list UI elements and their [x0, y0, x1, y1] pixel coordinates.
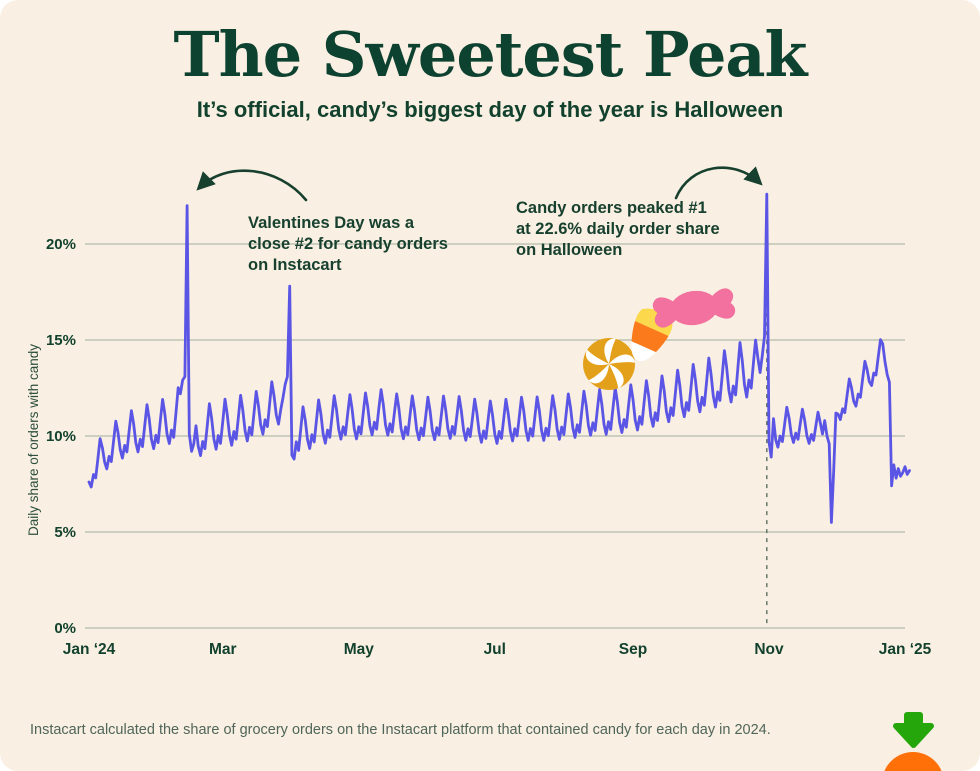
valentines-arrow-icon [196, 169, 308, 202]
page-subtitle: It’s official, candy’s biggest day of th… [196, 97, 784, 123]
x-tick-label: Jan ‘25 [879, 641, 932, 658]
page-title: The Sweetest Peak [173, 18, 807, 91]
lollipop-icon [583, 338, 636, 390]
x-tick-label: Jul [484, 641, 506, 658]
x-tick-label: Sep [619, 641, 647, 658]
y-tick-label: 10% [46, 428, 76, 445]
x-axis-tick-labels: Jan ‘24 Mar May Jul Sep Nov Jan ‘25 [63, 641, 932, 658]
logo-leaf-icon [893, 712, 934, 748]
candy-share-series-line [87, 192, 911, 524]
x-tick-label: May [344, 641, 375, 658]
wrapped-candy-icon [652, 288, 736, 328]
y-axis-title: Daily share of orders with candy [26, 344, 41, 536]
valentines-annotation: Valentines Day was a close #2 for candy o… [248, 214, 448, 274]
footnote: Instacart calculated the share of grocer… [30, 722, 771, 738]
y-axis-tick-labels: 0% 5% 10% 15% 20% [46, 236, 76, 637]
y-tick-label: 20% [46, 236, 76, 253]
halloween-annotation: Candy orders peaked #1 at 22.6% daily ord… [516, 199, 720, 259]
header: The Sweetest Peak It’s official, candy’s… [0, 0, 980, 123]
y-tick-label: 0% [54, 620, 76, 637]
y-tick-label: 15% [46, 332, 76, 349]
logo-carrot-icon [884, 752, 942, 771]
x-tick-label: Nov [754, 641, 784, 658]
halloween-arrow-icon [674, 166, 763, 200]
x-tick-label: Jan ‘24 [63, 641, 116, 658]
x-tick-label: Mar [209, 641, 237, 658]
instacart-logo [884, 712, 942, 771]
y-tick-label: 5% [54, 524, 76, 541]
